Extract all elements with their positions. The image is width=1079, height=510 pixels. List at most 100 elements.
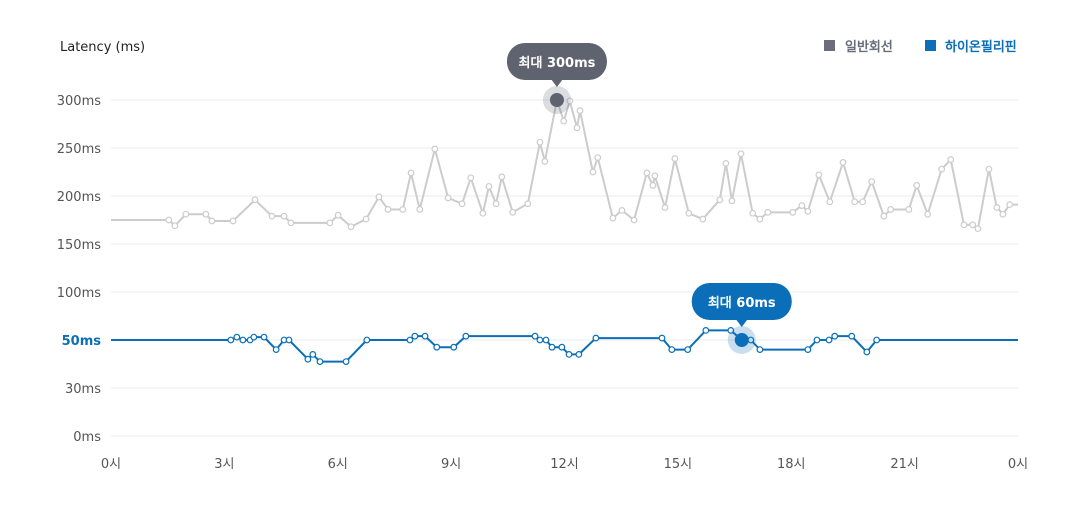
data-point[interactable] xyxy=(479,209,487,217)
data-point[interactable] xyxy=(668,346,676,354)
data-point[interactable] xyxy=(851,198,859,206)
data-point[interactable] xyxy=(859,198,867,206)
data-point[interactable] xyxy=(722,159,730,167)
legend-item-hion[interactable]: 하이온필리핀 xyxy=(925,39,1017,55)
data-point[interactable] xyxy=(702,327,710,334)
data-point[interactable] xyxy=(658,334,666,342)
data-point[interactable] xyxy=(250,333,258,341)
data-point[interactable] xyxy=(229,217,237,225)
data-point[interactable] xyxy=(573,124,581,132)
data-point[interactable] xyxy=(960,221,968,229)
data-point[interactable] xyxy=(485,182,493,190)
data-point[interactable] xyxy=(362,215,370,223)
data-point[interactable] xyxy=(661,204,669,211)
data-point[interactable] xyxy=(541,158,549,165)
data-point[interactable] xyxy=(756,215,764,223)
data-point[interactable] xyxy=(873,336,881,344)
data-point[interactable] xyxy=(558,343,566,351)
data-point[interactable] xyxy=(171,222,179,230)
data-point[interactable] xyxy=(993,204,1001,211)
data-point[interactable] xyxy=(589,168,597,176)
data-point[interactable] xyxy=(399,206,407,213)
data-point[interactable] xyxy=(905,206,913,213)
data-point[interactable] xyxy=(233,333,241,341)
data-point[interactable] xyxy=(433,343,441,351)
data-point[interactable] xyxy=(609,214,617,222)
data-point[interactable] xyxy=(685,209,693,217)
data-point[interactable] xyxy=(272,346,280,354)
data-point[interactable] xyxy=(208,217,216,225)
data-point[interactable] xyxy=(227,336,235,344)
data-point[interactable] xyxy=(848,332,856,340)
data-point[interactable] xyxy=(947,156,955,163)
data-point[interactable] xyxy=(334,211,342,219)
data-point[interactable] xyxy=(202,210,210,218)
data-point[interactable] xyxy=(548,343,556,351)
data-point[interactable] xyxy=(815,171,823,179)
data-point[interactable] xyxy=(509,208,517,216)
data-point[interactable] xyxy=(280,212,288,220)
data-point[interactable] xyxy=(524,200,532,208)
data-point[interactable] xyxy=(749,209,757,217)
data-point[interactable] xyxy=(260,333,268,341)
data-point[interactable] xyxy=(826,198,834,206)
data-point[interactable] xyxy=(536,336,544,344)
data-point[interactable] xyxy=(684,346,692,354)
data-point[interactable] xyxy=(165,216,173,224)
data-point[interactable] xyxy=(347,223,355,231)
data-point[interactable] xyxy=(969,221,977,229)
data-point[interactable] xyxy=(831,332,839,340)
data-point[interactable] xyxy=(251,196,259,204)
data-point[interactable] xyxy=(643,169,651,177)
data-point[interactable] xyxy=(764,208,772,216)
data-point[interactable] xyxy=(342,358,350,366)
data-point[interactable] xyxy=(649,182,657,189)
data-point[interactable] xyxy=(671,155,679,162)
data-point[interactable] xyxy=(416,206,424,213)
data-point[interactable] xyxy=(565,351,573,358)
data-point[interactable] xyxy=(804,207,812,215)
data-point[interactable] xyxy=(913,182,921,189)
data-point[interactable] xyxy=(411,332,419,340)
data-point[interactable] xyxy=(384,206,392,213)
data-point[interactable] xyxy=(182,210,190,218)
data-point[interactable] xyxy=(268,212,276,220)
data-point[interactable] xyxy=(285,336,293,344)
legend-item-general[interactable]: 일반회선 xyxy=(824,39,893,55)
data-point[interactable] xyxy=(798,202,806,210)
data-point[interactable] xyxy=(863,348,871,356)
data-point[interactable] xyxy=(887,206,895,213)
data-point[interactable] xyxy=(304,355,312,363)
data-point[interactable] xyxy=(326,219,334,227)
data-point[interactable] xyxy=(498,173,506,181)
data-point[interactable] xyxy=(699,215,707,223)
data-point[interactable] xyxy=(542,336,550,344)
data-point[interactable] xyxy=(594,154,602,162)
data-point[interactable] xyxy=(651,172,659,180)
data-point[interactable] xyxy=(444,194,452,202)
data-point[interactable] xyxy=(421,332,429,340)
data-point[interactable] xyxy=(974,225,982,233)
data-point[interactable] xyxy=(813,336,821,344)
data-point[interactable] xyxy=(716,196,724,204)
data-point[interactable] xyxy=(492,200,500,208)
data-point[interactable] xyxy=(576,107,584,114)
data-point[interactable] xyxy=(458,200,466,208)
data-point[interactable] xyxy=(375,193,383,201)
data-point[interactable] xyxy=(592,334,600,342)
data-point[interactable] xyxy=(618,206,626,214)
data-point[interactable] xyxy=(728,197,736,205)
data-point[interactable] xyxy=(880,212,888,220)
data-point[interactable] xyxy=(789,208,797,216)
data-point[interactable] xyxy=(999,210,1007,218)
data-point[interactable] xyxy=(536,138,544,146)
data-point[interactable] xyxy=(985,165,993,173)
data-point[interactable] xyxy=(630,216,638,224)
data-point[interactable] xyxy=(825,336,833,344)
data-point[interactable] xyxy=(938,165,946,173)
data-point[interactable] xyxy=(566,97,574,105)
data-point[interactable] xyxy=(868,178,876,186)
data-point[interactable] xyxy=(839,158,847,166)
data-point[interactable] xyxy=(407,169,415,177)
peak-point[interactable] xyxy=(549,93,564,107)
